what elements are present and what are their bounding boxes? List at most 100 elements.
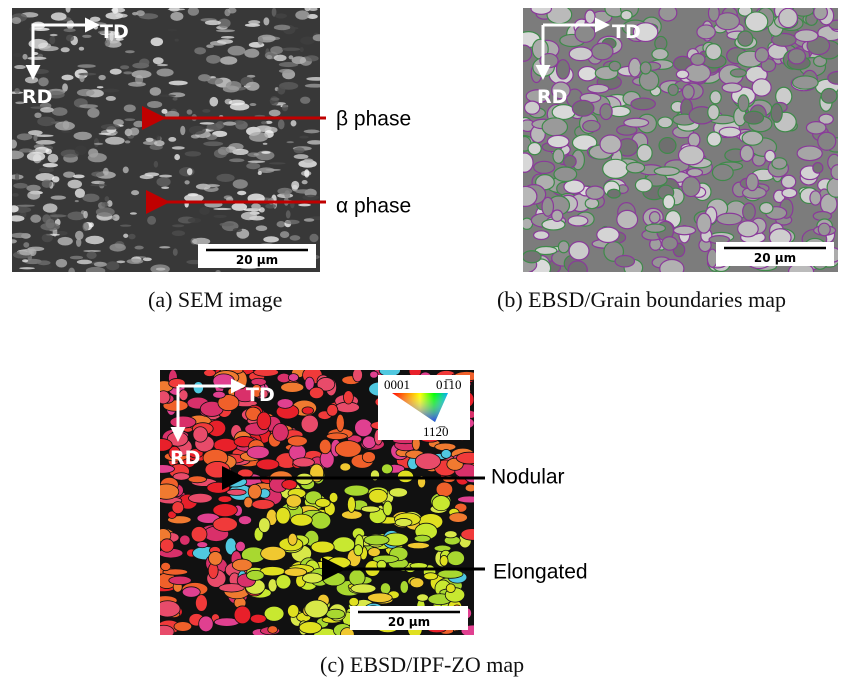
texture (123, 234, 128, 238)
texture (147, 101, 162, 108)
texture (77, 89, 95, 96)
texture (124, 118, 135, 121)
texture (151, 37, 163, 46)
texture (305, 600, 329, 618)
texture (740, 145, 753, 161)
rd-label: RD (22, 86, 52, 108)
texture (220, 223, 234, 227)
texture (22, 54, 27, 60)
texture (813, 163, 823, 174)
texture (719, 127, 740, 137)
texture (207, 482, 230, 493)
texture (202, 109, 210, 113)
texture (76, 238, 81, 247)
texture (17, 205, 35, 207)
texture (9, 239, 17, 243)
texture (256, 225, 268, 231)
texture (353, 368, 363, 382)
texture (27, 191, 40, 200)
texture (233, 228, 242, 232)
texture (147, 216, 156, 225)
texture (465, 484, 476, 492)
texture (29, 39, 48, 49)
texture (152, 199, 162, 203)
texture (214, 215, 227, 218)
texture (307, 140, 324, 145)
texture (779, 8, 798, 27)
annotation: β phase (336, 108, 411, 131)
texture (64, 28, 76, 32)
texture (534, 231, 549, 240)
texture (438, 570, 463, 579)
texture (288, 533, 297, 545)
texture (301, 415, 318, 433)
texture (781, 175, 795, 188)
texture (458, 496, 482, 503)
texture (654, 167, 679, 176)
texture (266, 55, 272, 59)
texture (78, 73, 96, 76)
texture (344, 485, 369, 496)
texture (659, 138, 676, 154)
texture (82, 194, 99, 203)
texture (70, 256, 83, 260)
caption: (b) EBSD/Grain boundaries map (497, 278, 849, 322)
texture (276, 575, 291, 589)
texture (261, 546, 286, 560)
texture (271, 98, 280, 101)
texture (55, 121, 75, 130)
texture (216, 174, 234, 182)
texture (554, 167, 577, 182)
texture (351, 584, 376, 593)
texture (187, 168, 192, 175)
texture (528, 142, 541, 154)
texture (105, 196, 110, 202)
texture (172, 502, 184, 514)
texture (329, 492, 338, 502)
texture (83, 222, 89, 231)
texture (264, 606, 284, 621)
texture (276, 507, 290, 524)
texture (261, 121, 267, 124)
texture (200, 122, 215, 124)
texture (274, 55, 287, 61)
texture (169, 576, 192, 584)
texture (304, 130, 320, 134)
texture (131, 190, 139, 195)
texture (124, 104, 136, 112)
texture (626, 162, 644, 173)
texture (161, 562, 171, 570)
texture (106, 96, 116, 101)
texture (818, 223, 830, 236)
texture (263, 236, 279, 242)
texture (771, 104, 782, 122)
texture (147, 113, 161, 121)
texture (697, 25, 715, 39)
texture (738, 95, 749, 111)
texture (206, 55, 221, 64)
texture (103, 168, 109, 176)
texture (585, 10, 595, 24)
texture (125, 140, 131, 143)
texture (49, 36, 55, 44)
texture (522, 251, 541, 263)
texture (85, 236, 104, 245)
texture (156, 68, 173, 76)
texture (379, 365, 400, 377)
texture (742, 131, 763, 145)
texture (295, 10, 309, 19)
texture (738, 31, 753, 46)
texture (254, 153, 259, 156)
texture (38, 77, 49, 86)
texture (179, 390, 188, 401)
texture (782, 188, 797, 197)
texture (645, 224, 665, 232)
texture (230, 103, 249, 111)
texture (343, 391, 353, 404)
texture (258, 171, 262, 175)
texture (531, 3, 551, 14)
texture (335, 441, 361, 458)
texture (195, 595, 207, 612)
texture (305, 84, 324, 88)
texture (90, 17, 100, 22)
